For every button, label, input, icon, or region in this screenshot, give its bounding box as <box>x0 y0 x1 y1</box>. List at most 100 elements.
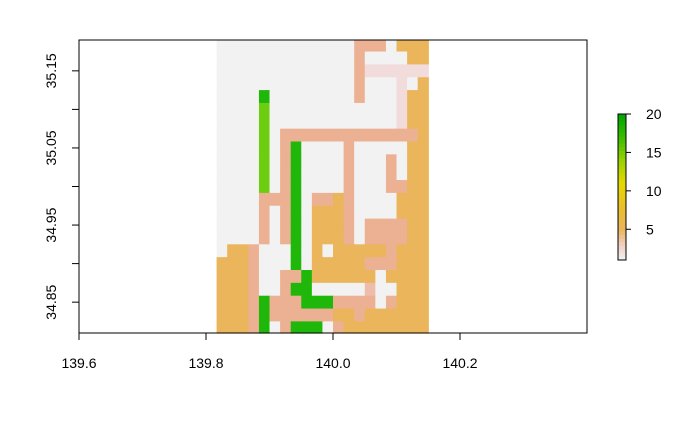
colorbar-segment <box>618 256 626 261</box>
raster-cell <box>216 192 228 207</box>
raster-cell <box>227 167 239 181</box>
raster-cells <box>216 40 429 334</box>
raster-cell <box>343 231 355 245</box>
raster-cell <box>248 77 260 91</box>
raster-cell <box>343 128 355 143</box>
raster-cell <box>385 218 398 233</box>
colorbar-segment <box>618 179 626 184</box>
raster-cell <box>407 141 419 155</box>
raster-cell <box>364 102 376 117</box>
raster-cell <box>280 257 292 271</box>
raster-cell <box>407 282 419 297</box>
raster-cell <box>237 321 249 334</box>
raster-cell <box>396 102 408 117</box>
raster-cell <box>258 231 271 245</box>
raster-cell <box>227 141 239 155</box>
raster-cell <box>237 295 249 310</box>
raster-cell <box>343 282 355 297</box>
raster-cell <box>248 102 260 117</box>
raster-cell <box>301 270 313 284</box>
raster-cell <box>311 257 324 271</box>
raster-cell <box>364 167 376 181</box>
raster-cell <box>396 192 408 207</box>
raster-cell <box>407 40 419 53</box>
raster-cell <box>248 90 260 104</box>
raster-cell <box>301 308 313 323</box>
raster-cell <box>311 115 324 130</box>
colorbar-legend: 5 10 15 20 <box>617 106 662 261</box>
raster-cell <box>290 51 302 65</box>
colorbar-segment <box>618 227 626 232</box>
raster-cell <box>237 115 249 130</box>
raster-cell <box>237 192 249 207</box>
raster-cell <box>301 257 313 271</box>
raster-cell <box>322 115 334 130</box>
raster-cell <box>322 205 334 220</box>
raster-cell <box>258 167 271 181</box>
raster-cell <box>216 270 228 284</box>
raster-cell <box>343 40 355 53</box>
raster-cell <box>280 64 292 78</box>
colorbar-segment <box>618 245 626 250</box>
raster-cell <box>375 244 387 258</box>
raster-cell <box>364 295 376 310</box>
raster-cell <box>333 218 345 233</box>
raster-cell <box>269 128 281 143</box>
raster-cell <box>269 231 281 245</box>
raster-cell <box>216 40 228 53</box>
raster-cell <box>237 180 249 194</box>
raster-cell <box>301 244 313 258</box>
raster-cell <box>417 180 429 194</box>
raster-cell <box>364 257 376 271</box>
colorbar-segment <box>618 216 626 221</box>
raster-cell <box>407 167 419 181</box>
raster-cell <box>364 115 376 130</box>
raster-cell <box>311 167 324 181</box>
raster-cell <box>407 192 419 207</box>
raster-cell <box>322 40 334 53</box>
raster-cell <box>407 115 419 130</box>
raster-cell <box>290 154 302 168</box>
raster-cell <box>407 64 419 78</box>
colorbar-segment <box>618 197 626 203</box>
raster-cell <box>417 308 429 323</box>
raster-cell <box>417 167 429 181</box>
colorbar-segment <box>618 157 626 162</box>
raster-cell <box>258 115 271 130</box>
raster-cell <box>385 128 398 143</box>
raster-cell <box>216 154 228 168</box>
raster-cell <box>385 205 398 220</box>
raster-cell <box>354 218 366 233</box>
raster-cell <box>237 257 249 271</box>
raster-cell <box>407 231 419 245</box>
raster-cell <box>311 270 324 284</box>
raster-cell <box>258 102 271 117</box>
raster-cell <box>280 231 292 245</box>
raster-cell <box>269 154 281 168</box>
raster-cell <box>417 282 429 297</box>
raster-cell <box>290 270 302 284</box>
raster-cell <box>417 102 429 117</box>
raster-cell <box>333 77 345 91</box>
raster-cell <box>417 205 429 220</box>
raster-cell <box>248 64 260 78</box>
raster-cell <box>280 77 292 91</box>
colorbar-segment <box>618 201 626 206</box>
raster-cell <box>343 321 355 334</box>
raster-cell <box>343 270 355 284</box>
raster-cell <box>301 77 313 91</box>
raster-cell <box>343 77 355 91</box>
raster-cell <box>322 51 334 65</box>
raster-cell <box>237 40 249 53</box>
raster-cell <box>301 295 313 310</box>
raster-cell <box>322 141 334 155</box>
raster-cell <box>407 308 419 323</box>
raster-cell <box>343 141 355 155</box>
colorbar-segment <box>618 208 626 214</box>
raster-cell <box>407 102 419 117</box>
raster-cell <box>385 141 398 155</box>
raster-cell <box>290 64 302 78</box>
raster-cell <box>354 295 366 310</box>
raster-cell <box>216 90 228 104</box>
raster-cell <box>343 167 355 181</box>
